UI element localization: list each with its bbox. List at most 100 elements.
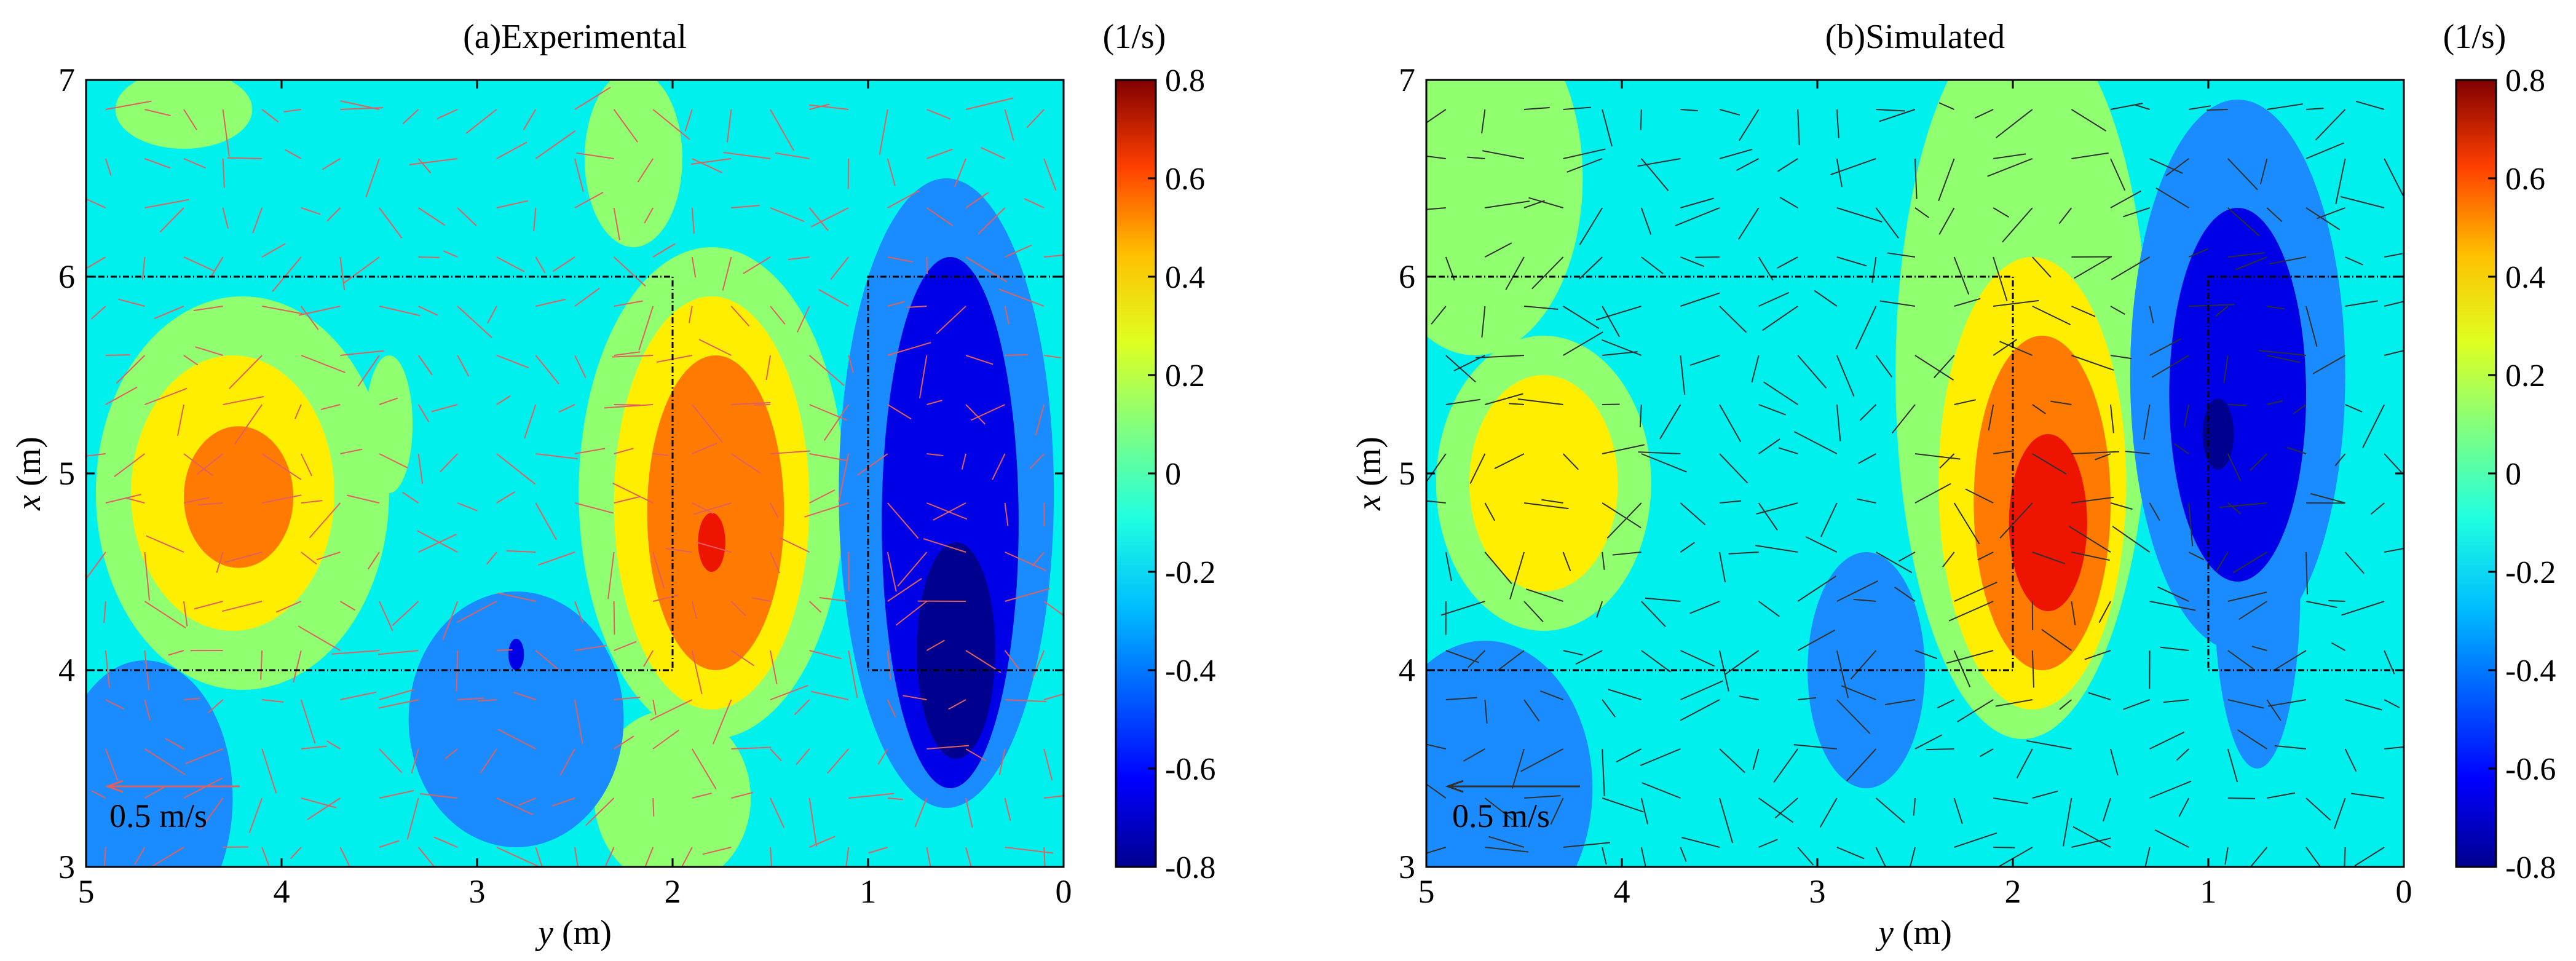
velocity-vector (465, 109, 497, 134)
velocity-vector (965, 256, 1007, 283)
velocity-vector (1948, 601, 1994, 622)
velocity-vector (2267, 103, 2303, 110)
velocity-vector (1540, 690, 1563, 700)
x-tick-label: 1 (2200, 873, 2217, 910)
velocity-vector (2110, 502, 2133, 510)
velocity-vector (1601, 339, 1642, 356)
velocity-vector (222, 158, 225, 188)
velocity-vector (1562, 552, 1571, 572)
velocity-vector (496, 256, 525, 272)
velocity-vector (2344, 847, 2346, 867)
boundary-rectangle (2207, 275, 2405, 671)
velocity-vector (1431, 306, 1447, 325)
colorbar-ticks: 0.8 0.6 0.4 0.2 0 -0.2 -0.4 -0.6 -0.8 (1148, 63, 1215, 885)
velocity-vector (197, 502, 223, 506)
velocity-vector (2219, 502, 2267, 508)
velocity-vector (1719, 306, 1747, 333)
velocity-vector (1875, 552, 1913, 574)
velocity-vector (607, 552, 615, 599)
velocity-vector (260, 650, 263, 680)
velocity-vector (1680, 847, 1687, 862)
velocity-vector (897, 552, 928, 587)
contour-region (1426, 80, 1583, 355)
velocity-vector (1641, 256, 1664, 275)
colorbar-tick-label: 0.8 (2505, 63, 2545, 98)
velocity-vector (340, 350, 384, 356)
velocity-vector (1719, 148, 1753, 159)
velocity-vector (1797, 355, 1827, 389)
velocity-vector (1793, 744, 1837, 749)
velocity-vector (1680, 109, 1698, 112)
velocity-vector (1469, 453, 1486, 484)
velocity-vector (221, 601, 263, 612)
velocity-vector (1043, 847, 1046, 867)
velocity-vector (574, 355, 587, 378)
velocity-vector (486, 552, 497, 565)
velocity-vector (535, 650, 558, 670)
velocity-vector (442, 601, 459, 641)
velocity-vector (196, 453, 224, 475)
velocity-vector (1875, 797, 1905, 823)
velocity-vector (691, 601, 698, 620)
velocity-vector (1032, 650, 1045, 678)
velocity-vector (1426, 783, 1447, 799)
velocity-vector (2344, 552, 2365, 574)
velocity-vector (978, 207, 1006, 235)
velocity-vector (887, 256, 913, 263)
velocity-vector (692, 158, 722, 173)
velocity-vector (301, 745, 327, 749)
velocity-vector (298, 306, 341, 316)
velocity-vector (906, 306, 927, 309)
velocity-vector (2305, 207, 2341, 231)
velocity-vector (1934, 355, 1955, 379)
velocity-vector (1645, 597, 1681, 602)
velocity-vector (2149, 306, 2154, 324)
velocity-vector (1805, 536, 1838, 553)
velocity-vector (1641, 453, 1687, 473)
velocity-vector (981, 147, 1006, 159)
velocity-vector (2384, 301, 2404, 307)
velocity-vector (103, 601, 106, 623)
velocity-vector (326, 740, 341, 749)
velocity-vector (1640, 797, 1649, 825)
velocity-vector (105, 100, 152, 110)
velocity-vector (808, 797, 818, 847)
scale-vector-label: 0.5 m/s (1452, 797, 1550, 834)
velocity-vector (116, 355, 146, 384)
velocity-vector (731, 746, 772, 749)
velocity-vector (2032, 306, 2071, 325)
velocity-vector (1774, 797, 1798, 819)
velocity-vector (1426, 847, 1447, 854)
velocity-vector (1642, 782, 1681, 799)
velocity-vector (1680, 680, 1723, 700)
velocity-vector (604, 404, 654, 409)
velocity-vector (1482, 150, 1525, 159)
velocity-vector (340, 107, 384, 110)
velocity-vector (340, 448, 363, 454)
velocity-vector (965, 97, 1014, 110)
velocity-vector (1758, 839, 1778, 848)
velocity-vector (497, 592, 536, 602)
velocity-vector (379, 207, 403, 239)
velocity-vector (559, 748, 575, 776)
velocity-vector (1612, 552, 1642, 556)
velocity-vector (2155, 187, 2189, 208)
velocity-vector (1680, 197, 1714, 208)
velocity-vector (1954, 298, 1981, 307)
velocity-vector (1736, 158, 1760, 172)
velocity-vector (1993, 153, 2026, 159)
velocity-vector (417, 847, 435, 867)
velocity-vector (513, 692, 536, 700)
velocity-vector (691, 158, 732, 165)
velocity-vector (1602, 699, 1616, 718)
velocity-vector (1914, 453, 1961, 460)
velocity-vector (1453, 355, 1485, 371)
velocity-vector (1445, 650, 1479, 663)
velocity-vector (1637, 158, 1681, 167)
velocity-vector (808, 601, 822, 613)
velocity-vector (2157, 586, 2189, 602)
velocity-vector (2071, 496, 2114, 504)
contour-region (2009, 434, 2087, 611)
velocity-vector (809, 489, 836, 504)
velocity-vector (1778, 447, 1798, 454)
